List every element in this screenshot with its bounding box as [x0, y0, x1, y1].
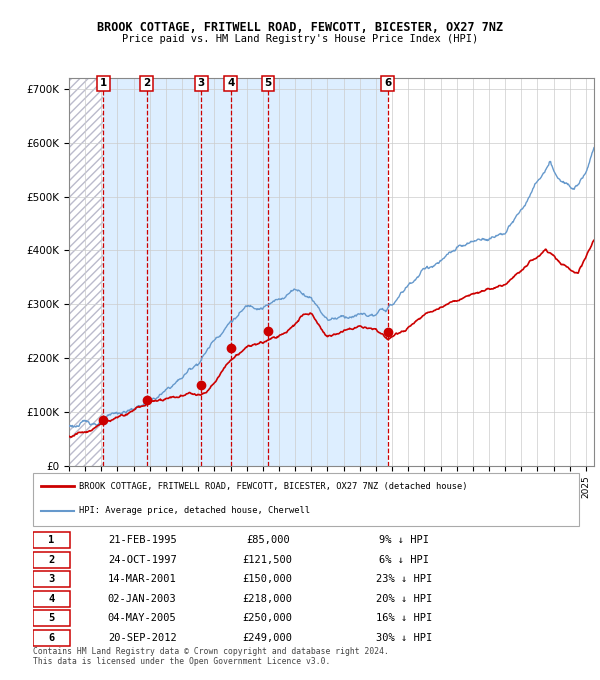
Text: 1: 1	[49, 535, 55, 545]
FancyBboxPatch shape	[33, 551, 70, 568]
Text: £121,500: £121,500	[243, 555, 293, 564]
Text: 6: 6	[384, 78, 391, 88]
Text: £85,000: £85,000	[246, 535, 290, 545]
Text: Contains HM Land Registry data © Crown copyright and database right 2024.
This d: Contains HM Land Registry data © Crown c…	[33, 647, 389, 666]
Text: Price paid vs. HM Land Registry's House Price Index (HPI): Price paid vs. HM Land Registry's House …	[122, 34, 478, 44]
Text: 3: 3	[197, 78, 205, 88]
Text: 9% ↓ HPI: 9% ↓ HPI	[379, 535, 429, 545]
Bar	[69, 78, 103, 466]
Text: 24-OCT-1997: 24-OCT-1997	[108, 555, 176, 564]
FancyBboxPatch shape	[33, 532, 70, 548]
Text: HPI: Average price, detached house, Cherwell: HPI: Average price, detached house, Cher…	[79, 507, 310, 515]
Text: 23% ↓ HPI: 23% ↓ HPI	[376, 574, 433, 584]
Text: 04-MAY-2005: 04-MAY-2005	[108, 613, 176, 623]
Text: BROOK COTTAGE, FRITWELL ROAD, FEWCOTT, BICESTER, OX27 7NZ (detached house): BROOK COTTAGE, FRITWELL ROAD, FEWCOTT, B…	[79, 482, 468, 491]
Text: 3: 3	[49, 574, 55, 584]
Text: £218,000: £218,000	[243, 594, 293, 604]
Text: £249,000: £249,000	[243, 632, 293, 643]
Text: 20-SEP-2012: 20-SEP-2012	[108, 632, 176, 643]
Text: 4: 4	[49, 594, 55, 604]
Text: 1: 1	[100, 78, 107, 88]
Text: 4: 4	[227, 78, 235, 88]
Text: 2: 2	[143, 78, 151, 88]
Text: 5: 5	[49, 613, 55, 623]
Text: £250,000: £250,000	[243, 613, 293, 623]
FancyBboxPatch shape	[33, 571, 70, 587]
Text: 14-MAR-2001: 14-MAR-2001	[108, 574, 176, 584]
FancyBboxPatch shape	[33, 591, 70, 607]
Bar	[103, 78, 388, 466]
FancyBboxPatch shape	[33, 630, 70, 645]
Text: 6: 6	[49, 632, 55, 643]
Text: 02-JAN-2003: 02-JAN-2003	[108, 594, 176, 604]
Text: BROOK COTTAGE, FRITWELL ROAD, FEWCOTT, BICESTER, OX27 7NZ: BROOK COTTAGE, FRITWELL ROAD, FEWCOTT, B…	[97, 20, 503, 34]
Text: 30% ↓ HPI: 30% ↓ HPI	[376, 632, 433, 643]
Text: £150,000: £150,000	[243, 574, 293, 584]
FancyBboxPatch shape	[33, 610, 70, 626]
FancyBboxPatch shape	[33, 473, 579, 526]
Text: 21-FEB-1995: 21-FEB-1995	[108, 535, 176, 545]
Text: 2: 2	[49, 555, 55, 564]
Text: 6% ↓ HPI: 6% ↓ HPI	[379, 555, 429, 564]
Text: 5: 5	[265, 78, 272, 88]
Text: 20% ↓ HPI: 20% ↓ HPI	[376, 594, 433, 604]
Text: 16% ↓ HPI: 16% ↓ HPI	[376, 613, 433, 623]
Bar	[388, 78, 594, 466]
